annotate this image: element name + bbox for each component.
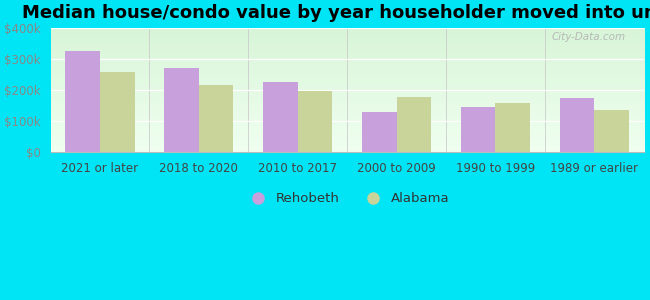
Title: Median house/condo value by year householder moved into unit: Median house/condo value by year househo… — [23, 4, 650, 22]
Bar — [199, 85, 233, 152]
Bar — [263, 82, 298, 152]
Bar — [100, 72, 135, 152]
Bar — [396, 97, 431, 152]
Bar — [164, 68, 199, 152]
Bar — [495, 103, 530, 152]
Bar — [362, 112, 396, 152]
Legend: Rehobeth, Alabama: Rehobeth, Alabama — [239, 187, 455, 210]
Text: City-Data.com: City-Data.com — [552, 32, 626, 42]
Bar — [461, 107, 495, 152]
Bar — [594, 110, 629, 152]
Bar — [66, 51, 100, 152]
Bar — [560, 98, 594, 152]
Bar — [298, 91, 332, 152]
